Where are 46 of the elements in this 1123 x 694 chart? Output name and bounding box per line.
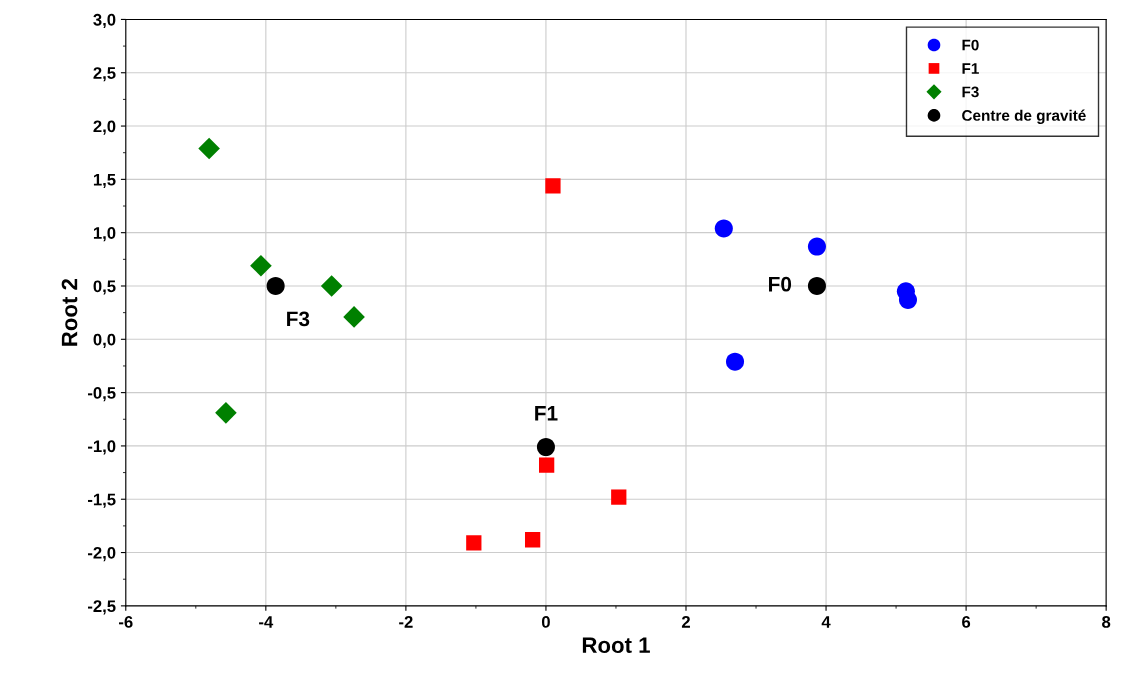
- point: [725, 352, 745, 371]
- point: [807, 237, 826, 256]
- y-tick-label: 1,5: [93, 173, 116, 188]
- y-tick-label: -0,5: [87, 387, 116, 402]
- point: [266, 276, 285, 296]
- point: [198, 137, 220, 160]
- annotation: F1: [535, 406, 558, 421]
- point: [343, 306, 365, 328]
- point: [215, 402, 237, 424]
- y-tick-label: 3,0: [93, 13, 116, 29]
- x-axis-title: Root 1: [582, 637, 650, 653]
- point: [539, 457, 555, 473]
- point: [545, 178, 561, 194]
- legend-label: F3: [962, 86, 979, 98]
- x-tick-label: 6: [962, 616, 971, 628]
- x-tick-label: -6: [119, 616, 133, 628]
- y-tick-label: 0,5: [93, 280, 116, 295]
- y-tick-label: -1,5: [87, 493, 116, 508]
- x-tick-label: -2: [399, 616, 413, 628]
- legend-label: F0: [962, 39, 979, 51]
- point: [611, 489, 627, 505]
- x-tick-label: 8: [1102, 616, 1111, 628]
- y-tick-label: -2,0: [87, 546, 116, 562]
- y-tick-label: 2,5: [93, 67, 116, 82]
- point: [524, 532, 541, 548]
- y-tick-label: 1,0: [93, 227, 116, 242]
- y-tick-label: -2,5: [87, 600, 116, 615]
- point: [807, 276, 826, 296]
- legend-label: F1: [962, 63, 979, 74]
- annotation: F3: [287, 311, 310, 327]
- x-tick-label: -4: [259, 616, 274, 628]
- point: [898, 290, 918, 309]
- point: [714, 219, 733, 238]
- point: [466, 535, 482, 551]
- y-tick-label: -1,0: [87, 440, 116, 455]
- x-tick-label: 2: [681, 616, 690, 628]
- legend-label: Centre de gravité: [962, 109, 1086, 124]
- x-tick-label: 4: [821, 616, 831, 628]
- y-tick-label: 0,0: [93, 333, 116, 348]
- point: [250, 254, 272, 277]
- y-tick-label: 2,0: [93, 120, 116, 135]
- point: [536, 437, 555, 457]
- annotation: F0: [769, 276, 792, 292]
- y-axis-title: Root 2: [61, 278, 78, 346]
- point: [320, 275, 343, 297]
- x-tick-label: 0: [541, 616, 550, 628]
